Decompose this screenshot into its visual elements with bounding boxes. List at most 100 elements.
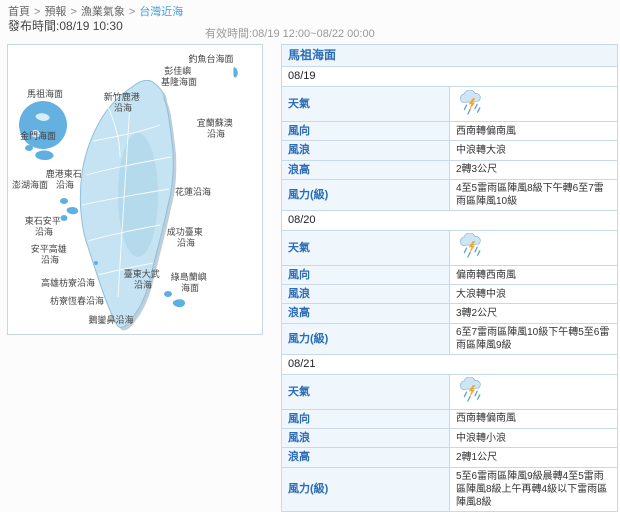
table-row: 08/21: [281, 353, 618, 375]
breadcrumb-current-page: 台灣近海: [139, 6, 184, 18]
row-label-wind-wave: 風浪: [281, 428, 450, 449]
row-label-wind-wave: 風浪: [281, 140, 450, 161]
sea-label-dongshi-anping[interactable]: 東石安平 沿海: [25, 215, 64, 237]
row-label-wind-dir: 風向: [281, 264, 450, 286]
table-row: 浪高 2轉3公尺: [281, 159, 618, 180]
row-label-wave-height: 浪高: [281, 303, 450, 324]
sea-label-taitung-dawu[interactable]: 臺東大武 沿海: [124, 268, 163, 290]
row-label-wind-dir: 風向: [281, 408, 450, 430]
sea-label-line: 沿海: [35, 226, 53, 237]
wind-force-value: 6至7雷雨區陣風10級下午轉5至6雷雨區陣風9級: [449, 322, 618, 355]
issued-time-value: 08/19 10:30: [59, 19, 123, 33]
sea-label-yilan-suao[interactable]: 宜蘭蘇澳 沿海: [197, 117, 236, 139]
sea-label-line: 新竹鹿港: [104, 91, 140, 102]
weather-cell: [449, 229, 618, 266]
wave-height-value: 2轉1公尺: [449, 447, 618, 468]
sea-label-fangliao-hengchun[interactable]: 枋寮恆春沿海: [50, 295, 104, 306]
table-row: 風向 西南轉偏南風: [281, 120, 618, 142]
wind-dir-value: 西南轉偏南風: [449, 408, 618, 430]
sea-label-matsu[interactable]: 馬祖海面: [27, 88, 63, 99]
row-label-weather: 天氣: [281, 86, 450, 122]
wind-wave-value: 中浪轉小浪: [449, 428, 618, 449]
issued-time-label: 發布時間:: [8, 19, 60, 33]
sea-label-line: 沿海: [114, 102, 132, 113]
rain-thunder-icon: [456, 232, 486, 262]
weather-cell: [449, 86, 618, 122]
taiwan-coastal-map: 釣魚台海面 彭佳嶼 基隆海面 馬祖海面 新竹鹿港 沿海 宜蘭蘇澳 沿海 金門海面…: [12, 53, 238, 331]
row-label-wind-wave: 風浪: [281, 284, 450, 305]
row-label-wind-force: 風力(級): [281, 178, 450, 211]
taiwan-coastal-map-panel: 釣魚台海面 彭佳嶼 基隆海面 馬祖海面 新竹鹿港 沿海 宜蘭蘇澳 沿海 金門海面…: [7, 44, 263, 335]
sea-label-line: 沿海: [177, 237, 195, 248]
wind-wave-value: 大浪轉中浪: [449, 284, 618, 305]
sea-label-lukang-dongshi[interactable]: 鹿港東石 沿海: [46, 168, 85, 190]
sea-label-hsinchu-lukang[interactable]: 新竹鹿港 沿海: [104, 91, 143, 113]
breadcrumb-separator: >: [34, 6, 41, 18]
wind-wave-value: 中浪轉大浪: [449, 140, 618, 161]
sea-label-greenisland-orchid[interactable]: 綠島蘭嶼 海面: [171, 271, 210, 293]
table-row: 天氣: [281, 373, 618, 410]
rain-thunder-icon: [456, 376, 486, 406]
valid-time: 有效時間:08/19 12:00~08/22 00:00: [205, 25, 375, 41]
table-row: 浪高 3轉2公尺: [281, 303, 618, 324]
date-cell: 08/21: [281, 353, 618, 375]
table-row: 風浪 大浪轉中浪: [281, 284, 618, 305]
date-cell: 08/20: [281, 209, 618, 231]
sea-label-line: 海面: [181, 282, 199, 293]
sea-label-eluanbi[interactable]: 鵝鑾鼻沿海: [88, 314, 133, 325]
sea-label-chenggong-taitung[interactable]: 成功臺東 沿海: [167, 226, 206, 248]
table-row: 風向 西南轉偏南風: [281, 408, 618, 430]
breadcrumb-home[interactable]: 首頁: [8, 6, 30, 18]
table-row: 風浪 中浪轉小浪: [281, 428, 618, 449]
table-row: 風浪 中浪轉大浪: [281, 140, 618, 161]
wind-force-value: 5至6雷雨區陣風9級晨轉4至5雷雨區陣風8級上午再轉4級以下雷雨區陣風8級: [449, 466, 618, 512]
row-label-wave-height: 浪高: [281, 447, 450, 468]
table-row: 08/19: [281, 66, 618, 87]
wave-height-value: 3轉2公尺: [449, 303, 618, 324]
sea-label-pengjiayu-keelung[interactable]: 彭佳嶼 基隆海面: [161, 65, 197, 87]
sea-label-line: 鹿港東石: [46, 168, 82, 179]
sea-label-line: 東石安平: [25, 215, 61, 226]
table-row: 天氣: [281, 86, 618, 122]
sea-label-line: 綠島蘭嶼: [171, 271, 207, 282]
county-border-lines: [81, 102, 172, 298]
sea-label-line: 沿海: [41, 254, 59, 265]
sea-label-kinmen[interactable]: 金門海面: [20, 130, 56, 141]
sea-label-line: 彭佳嶼: [164, 65, 191, 76]
sea-label-hualien[interactable]: 花蓮沿海: [175, 186, 211, 197]
sea-label-line: 臺東大武: [124, 268, 160, 279]
rain-thunder-icon: [456, 89, 486, 119]
sea-label-line: 沿海: [134, 279, 152, 290]
sea-label-line: 基隆海面: [161, 76, 197, 87]
breadcrumb-forecast[interactable]: 預報: [44, 6, 67, 18]
row-label-weather: 天氣: [281, 373, 450, 410]
sea-label-line: 安平高雄: [31, 243, 67, 254]
matsu-sea-area-circle[interactable]: [19, 101, 67, 149]
breadcrumb-separator: >: [70, 6, 77, 18]
table-row: 風力(級) 4至5雷雨區陣風8級下午轉6至7雷雨區陣風10級: [281, 178, 618, 211]
sea-label-line: 宜蘭蘇澳: [197, 117, 233, 128]
table-row: 天氣: [281, 229, 618, 266]
sea-label-penghu[interactable]: 澎湖海面: [12, 179, 48, 190]
row-label-wind-dir: 風向: [281, 120, 450, 142]
wind-dir-value: 西南轉偏南風: [449, 120, 618, 142]
row-label-wind-force: 風力(級): [281, 466, 450, 512]
sea-label-kaohsiung-fangliao[interactable]: 高雄枋寮沿海: [41, 277, 95, 288]
mountain-region-tint: [118, 133, 158, 257]
region-title: 馬祖海面: [281, 44, 618, 67]
matsu-islands: [30, 113, 50, 138]
wind-dir-value: 偏南轉西南風: [449, 264, 618, 286]
sea-label-diaoyutai[interactable]: 釣魚台海面: [188, 53, 233, 64]
breadcrumb-fishery[interactable]: 漁業氣象: [80, 6, 125, 18]
diaoyutai-islet: [233, 67, 238, 78]
sea-label-line: 沿海: [56, 179, 74, 190]
wave-height-value: 2轉3公尺: [449, 159, 618, 180]
sea-label-anping-kaohsiung[interactable]: 安平高雄 沿海: [31, 243, 70, 265]
penghu-islands: [60, 198, 79, 221]
row-label-wind-force: 風力(級): [281, 322, 450, 355]
date-cell: 08/19: [281, 66, 618, 87]
liuqiu-islet: [94, 261, 98, 265]
forecast-panel: 馬祖海面 08/19 天氣: [281, 44, 618, 512]
valid-time-label: 有效時間:: [205, 28, 253, 40]
breadcrumb-separator: >: [128, 6, 136, 18]
